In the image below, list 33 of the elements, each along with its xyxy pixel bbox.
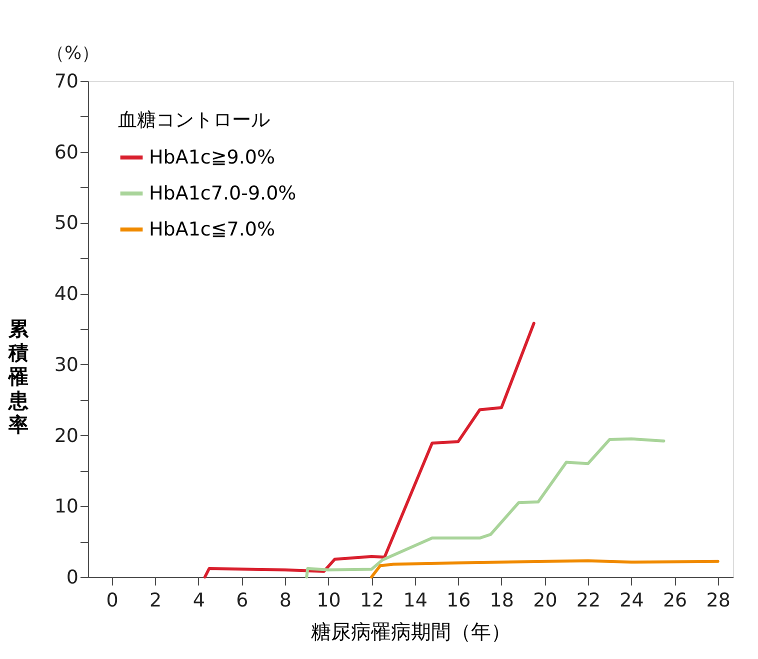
legend-label: HbA1c≧9.0%	[149, 146, 276, 168]
legend-label: HbA1c≦7.0%	[149, 218, 276, 240]
x-tick-label: 16	[446, 590, 471, 612]
legend-label: HbA1c7.0-9.0%	[149, 182, 296, 204]
line-series	[305, 437, 666, 578]
x-axis-title: 糖尿病罹病期間（年）	[311, 620, 511, 644]
x-tick-label: 0	[106, 590, 118, 612]
y-tick-label: 0	[66, 566, 78, 588]
x-tick-label: 2	[150, 590, 162, 612]
y-tick-label: 20	[54, 424, 78, 447]
legend-title: 血糖コントロール	[118, 109, 270, 131]
y-tick-label: 60	[54, 141, 78, 164]
x-tick-label: 10	[316, 590, 341, 612]
text: （%）	[46, 43, 100, 64]
y-tick-label: 10	[54, 496, 78, 518]
x-tick-label: 26	[662, 590, 688, 612]
y-tick-label: 70	[54, 70, 78, 92]
x-tick-label: 24	[620, 590, 644, 612]
y-tick-label: 50	[54, 212, 78, 234]
y-axis-title: 累積罹患率	[8, 316, 30, 436]
x-tick-label: 18	[490, 590, 514, 612]
y-tick-label: 30	[54, 354, 78, 376]
x-tick-label: 22	[576, 590, 601, 612]
x-tick-label: 28	[706, 590, 730, 612]
x-tick-label: 20	[533, 590, 558, 612]
x-tick-label: 12	[360, 590, 384, 612]
x-tick-label: 4	[192, 590, 205, 612]
y-tick-label: 40	[54, 283, 78, 306]
line-series	[370, 559, 720, 578]
x-tick-label: 8	[279, 590, 292, 612]
x-tick-label: 14	[403, 590, 428, 612]
x-tick-label: 6	[236, 590, 248, 612]
line-series	[203, 322, 536, 578]
